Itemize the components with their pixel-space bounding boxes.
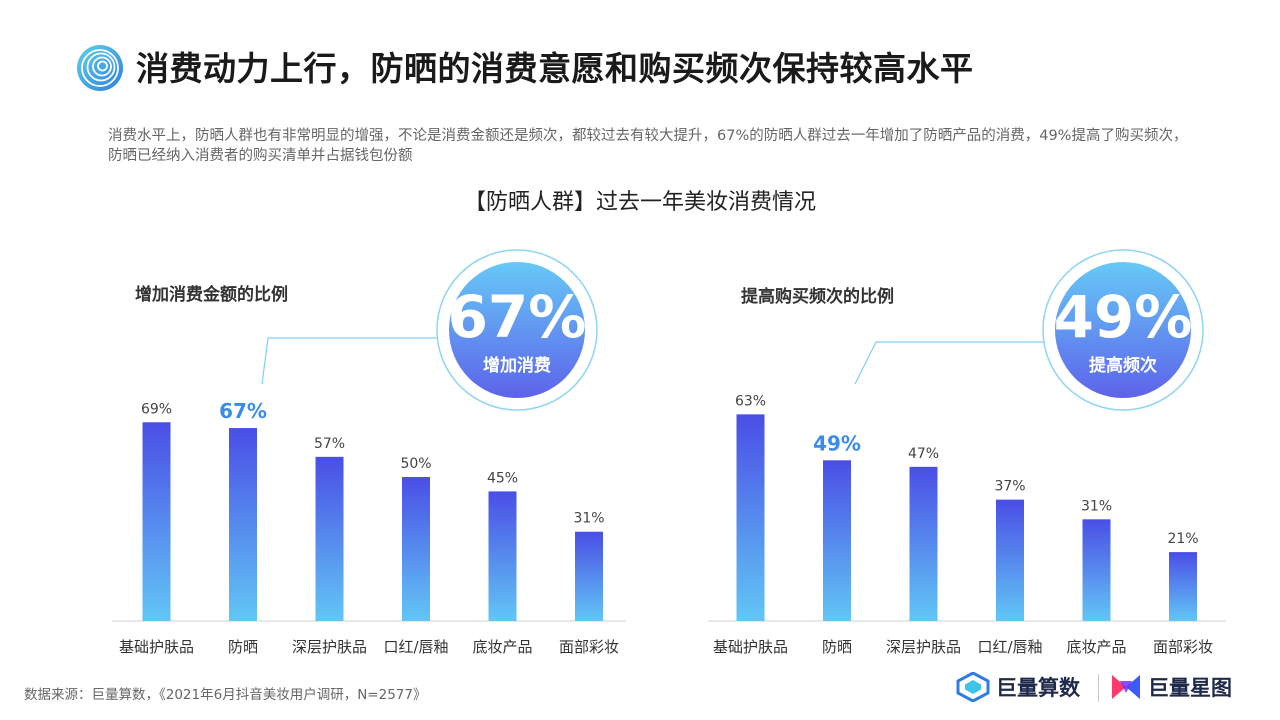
brand-2-text: 巨量星图 bbox=[1148, 676, 1232, 700]
chart-2-data-label-6: 21% bbox=[1167, 531, 1198, 547]
chart-2-bar-3 bbox=[909, 466, 938, 621]
brand-juliang-suanshu: 巨量算数 bbox=[956, 670, 1080, 704]
chart-2-bar-5 bbox=[1082, 519, 1111, 621]
chart-2-bar-2 bbox=[823, 460, 851, 621]
chart-1-data-label-2: 67% bbox=[219, 399, 267, 423]
chart-1-callout-value: 67% bbox=[448, 283, 587, 351]
chart-2-callout-value: 49% bbox=[1054, 283, 1193, 351]
swirl-logo-icon bbox=[77, 45, 123, 91]
chart-2-data-label-5: 31% bbox=[1081, 498, 1112, 514]
chart-1-data-label-4: 50% bbox=[400, 456, 431, 472]
chart-1-callout-connector bbox=[261, 337, 439, 385]
chart-2-callout-label: 提高频次 bbox=[1089, 355, 1157, 376]
chart-1-bar-4 bbox=[402, 477, 430, 621]
chart-2-data-label-4: 37% bbox=[994, 479, 1025, 495]
brand-1-text: 巨量算数 bbox=[996, 676, 1080, 700]
chart-2-callout-bubble bbox=[1055, 262, 1191, 398]
xingtu-logo-icon bbox=[1112, 675, 1140, 699]
chart-1-data-label-6: 31% bbox=[573, 511, 604, 527]
chart-2-data-label-2: 49% bbox=[813, 431, 861, 455]
chart-1-callout-label: 增加消费 bbox=[483, 355, 551, 376]
suanshu-logo-icon bbox=[956, 672, 990, 702]
chart-1-category-label-1: 基础护肤品 bbox=[119, 638, 194, 656]
chart-1-data-label-3: 57% bbox=[314, 436, 345, 452]
chart-1-bar-3 bbox=[315, 456, 344, 621]
chart-2-bar-4 bbox=[996, 499, 1024, 621]
chart-2-subtitle: 提高购买频次的比例 bbox=[741, 286, 894, 307]
page-description: 消费水平上，防晒人群也有非常明显的增强，不论是消费金额还是频次，都较过去有较大提… bbox=[108, 128, 1188, 164]
data-source-note: 数据来源：巨量算数，《2021年6月抖音美妆用户调研，N=2577》 bbox=[24, 687, 427, 703]
chart-2-category-label-3: 深层护肤品 bbox=[886, 638, 961, 656]
chart-2-callout-connector bbox=[854, 341, 1045, 385]
chart-2-category-label-6: 面部彩妆 bbox=[1153, 638, 1213, 656]
chart-2-category-label-4: 口红/唇釉 bbox=[977, 638, 1042, 656]
chart-1-data-label-1: 69% bbox=[141, 401, 172, 417]
chart-2-category-label-2: 防晒 bbox=[822, 638, 852, 656]
chart-1-data-label-5: 45% bbox=[487, 470, 518, 486]
chart-1-bar-6 bbox=[575, 531, 603, 621]
chart-1-bar-5 bbox=[488, 491, 517, 621]
chart-1-bar-1 bbox=[142, 422, 171, 621]
page-title: 消费动力上行，防晒的消费意愿和购买频次保持较高水平 bbox=[136, 49, 974, 88]
chart-2-data-label-3: 47% bbox=[908, 446, 939, 462]
brand-divider bbox=[1098, 674, 1099, 702]
chart-2-bar-1 bbox=[736, 414, 765, 621]
chart-1-category-label-6: 面部彩妆 bbox=[559, 638, 619, 656]
chart-1-category-label-3: 深层护肤品 bbox=[292, 638, 367, 656]
brand-juliang-xingtu: 巨量星图 bbox=[1110, 670, 1232, 704]
chart-1-category-label-2: 防晒 bbox=[228, 638, 258, 656]
chart-heading: 【防晒人群】过去一年美妆消费情况 bbox=[463, 190, 816, 215]
chart-1-category-label-5: 底妆产品 bbox=[472, 638, 532, 656]
chart-1-category-label-4: 口红/唇釉 bbox=[383, 638, 448, 656]
chart-1-bar-2 bbox=[229, 428, 257, 621]
chart-2-data-label-1: 63% bbox=[735, 393, 766, 409]
chart-2-category-label-1: 基础护肤品 bbox=[713, 638, 788, 656]
chart-1-subtitle: 增加消费金额的比例 bbox=[135, 284, 288, 305]
chart-1-callout-bubble bbox=[449, 262, 585, 398]
chart-2-bar-6 bbox=[1169, 552, 1197, 621]
chart-2-category-label-5: 底妆产品 bbox=[1066, 638, 1126, 656]
